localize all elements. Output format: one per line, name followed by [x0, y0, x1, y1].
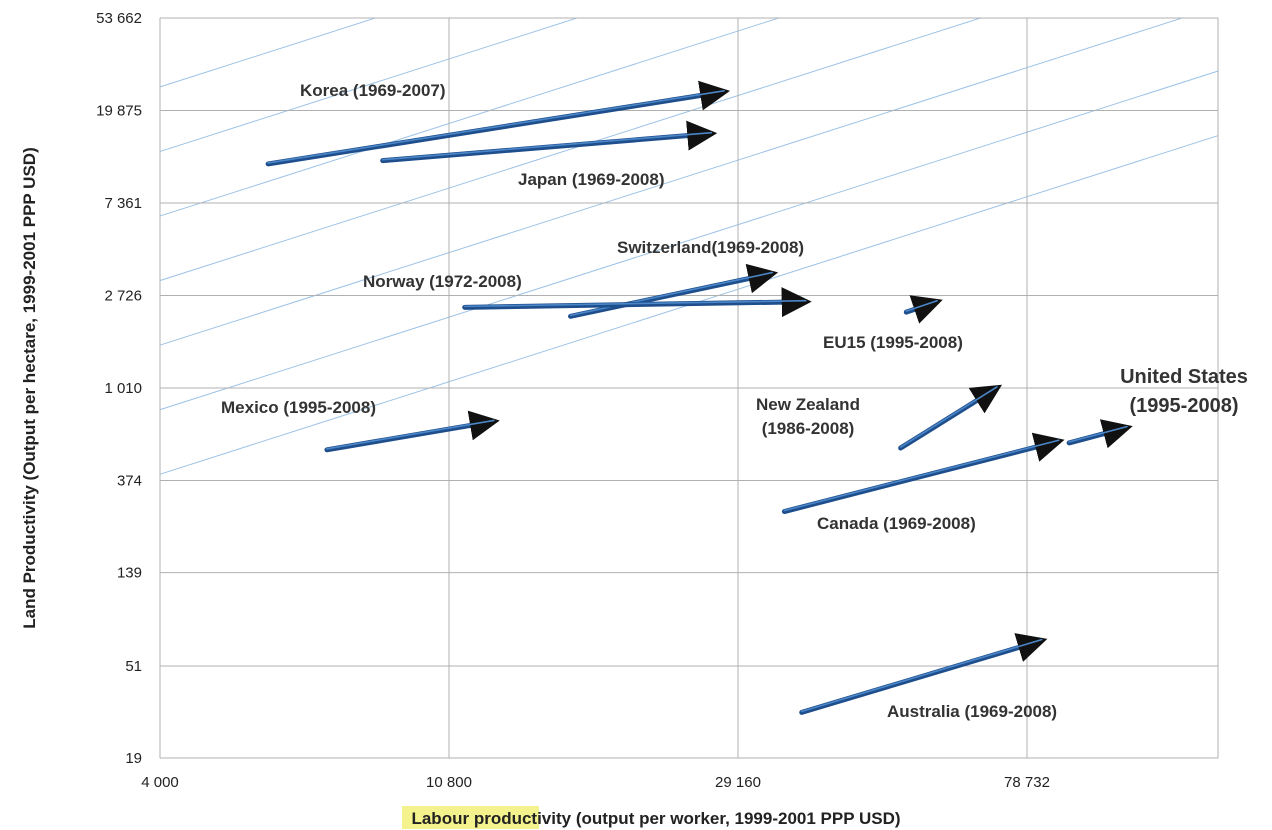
x-tick-label: 29 160 — [715, 774, 761, 791]
country-arrow — [380, 120, 718, 164]
y-tick-label: 1 010 — [104, 380, 142, 397]
x-axis-ticks: 4 000 10 800 29 160 78 732 — [141, 774, 1050, 791]
country-arrow — [568, 263, 779, 319]
x-tick-label: 10 800 — [426, 774, 472, 791]
country-arrow-shine — [800, 638, 1043, 713]
y-tick-label: 7 361 — [104, 195, 142, 212]
y-tick-label: 51 — [125, 658, 142, 675]
y-tick-label: 374 — [117, 472, 142, 489]
country-arrow — [799, 633, 1048, 715]
country-arrow-shaft — [903, 295, 943, 324]
country-arrow — [903, 295, 943, 324]
country-arrow-shaft — [799, 633, 1048, 715]
country-label: Australia (1969-2008) — [887, 702, 1057, 721]
country-arrow-shine — [463, 299, 807, 308]
iso-ratio-line — [160, 135, 1218, 475]
country-label: Japan (1969-2008) — [518, 170, 664, 189]
country-labels: Korea (1969-2007) Japan (1969-2008) Switze… — [221, 81, 1248, 721]
country-arrow-shaft — [898, 384, 1003, 451]
x-axis-label-part: (output per worker, 1999-2001 PPP USD) — [571, 809, 900, 828]
country-label: Canada (1969-2008) — [817, 514, 976, 533]
country-arrow-shine — [899, 386, 998, 448]
iso-ratio-line — [160, 18, 1184, 346]
y-tick-label: 19 875 — [96, 102, 142, 119]
y-axis-ticks: 19 51 139 374 1 010 2 726 7 361 19 875 53 662 — [96, 10, 142, 767]
country-label: Switzerland(1969-2008) — [617, 238, 804, 257]
country-label: (1995-2008) — [1130, 395, 1239, 417]
y-tick-label: 19 — [125, 750, 142, 767]
country-label: (1986-2008) — [762, 419, 855, 438]
country-arrow — [898, 384, 1003, 451]
country-arrow-shine — [326, 419, 495, 450]
country-arrow-shaft — [1066, 419, 1133, 449]
country-arrow-shaft — [265, 80, 731, 167]
y-tick-label: 2 726 — [104, 288, 142, 305]
y-axis-label: Land Productivity (Output per hectare, 1… — [20, 147, 39, 629]
country-label: Mexico (1995-2008) — [221, 398, 376, 417]
country-arrow-shine — [267, 89, 725, 164]
x-axis-label-highlight — [402, 806, 539, 829]
country-arrow-shine — [1068, 425, 1128, 443]
country-arrow-shaft — [462, 287, 812, 318]
y-tick-label: 53 662 — [96, 10, 142, 27]
country-arrow — [324, 410, 500, 453]
country-label: United States — [1120, 366, 1248, 388]
country-label: New Zealand — [756, 395, 860, 414]
country-label: EU15 (1995-2008) — [823, 333, 963, 352]
iso-ratio-line — [160, 70, 1218, 411]
country-arrow — [462, 287, 812, 318]
x-axis-label: Labour productivity (output per worker, … — [411, 809, 900, 828]
grid-lines — [159, 17, 1219, 759]
country-arrow-shine — [381, 131, 713, 161]
x-tick-label: 78 732 — [1004, 774, 1050, 791]
country-arrow — [265, 80, 731, 167]
country-arrow-shaft — [781, 432, 1065, 515]
iso-ratio-lines — [160, 18, 1218, 475]
country-arrow-shine — [905, 299, 938, 312]
country-arrow — [781, 432, 1065, 515]
iso-ratio-line — [160, 18, 983, 282]
x-axis-label-part: Labour — [411, 809, 473, 828]
country-label: Norway (1972-2008) — [363, 272, 522, 291]
country-arrow-shine — [569, 271, 774, 317]
country-arrows — [265, 80, 1133, 715]
country-arrow-shaft — [324, 410, 500, 453]
country-arrow — [1066, 419, 1133, 449]
country-label: Korea (1969-2007) — [300, 81, 446, 100]
country-arrow-shaft — [380, 120, 718, 164]
x-tick-label: 4 000 — [141, 774, 179, 791]
y-tick-label: 139 — [117, 565, 142, 582]
country-arrow-shaft — [568, 263, 779, 319]
country-arrow-shine — [783, 439, 1060, 512]
x-axis-label-highlighted-word: productivity — [474, 809, 572, 828]
